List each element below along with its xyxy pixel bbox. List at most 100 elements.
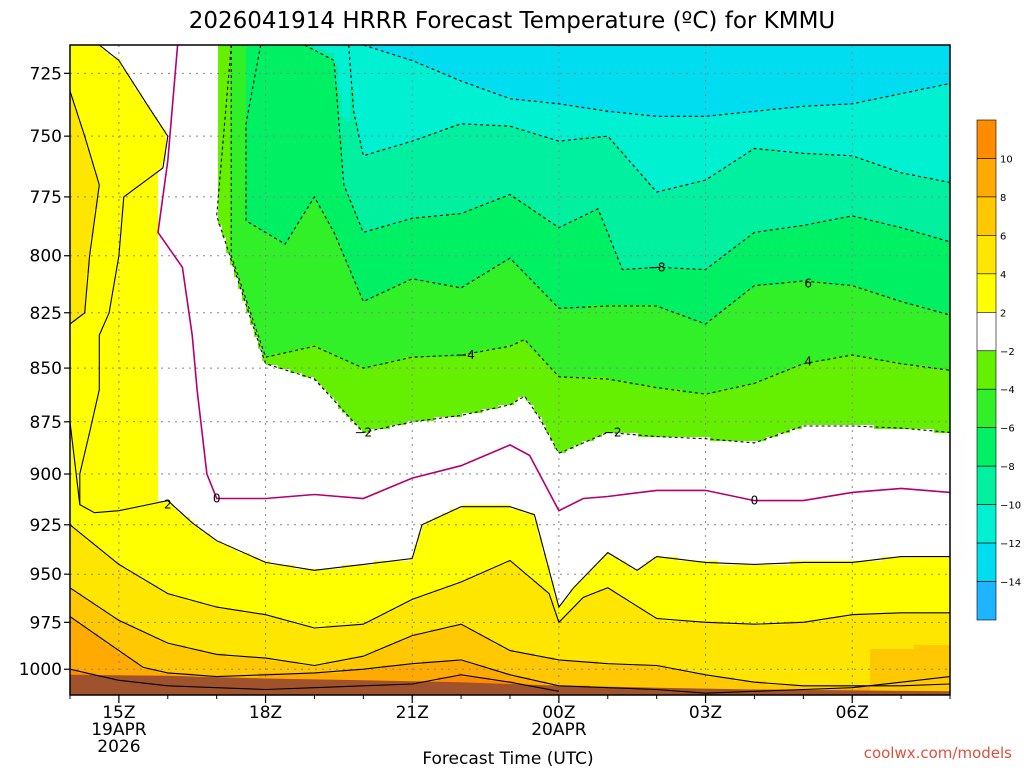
fill-cell: [830, 685, 835, 690]
fill-cell: [394, 285, 399, 362]
fill-cell: [230, 609, 235, 658]
fill-cell: [590, 441, 595, 570]
fill-cell: [226, 45, 231, 254]
fill-cell: [938, 85, 943, 182]
fill-cell: [798, 685, 803, 690]
fill-cell: [830, 221, 835, 286]
fill-cell: [422, 661, 427, 682]
fill-cell: [550, 601, 555, 658]
fill-cell: [486, 205, 491, 274]
fill-cell: [134, 629, 139, 662]
fill-cell: [322, 629, 327, 666]
y-tick-label: 800: [30, 247, 62, 267]
fill-cell: [354, 625, 359, 658]
fill-cell: [474, 125, 479, 210]
fill-cell: [78, 45, 83, 122]
fill-cell: [230, 657, 235, 678]
fill-cell: [514, 129, 519, 198]
fill-cell: [738, 385, 743, 442]
fill-cell: [278, 353, 283, 370]
fill-cell: [886, 613, 891, 650]
fill-cell: [762, 149, 767, 234]
fill-cell: [666, 269, 671, 310]
fill-cell: [270, 565, 275, 618]
fill-cell: [514, 401, 519, 510]
fill-cell: [706, 269, 711, 322]
fill-cell: [302, 45, 307, 214]
fill-cell: [302, 665, 307, 674]
fill-cell: [534, 521, 539, 582]
fill-cell: [130, 661, 135, 682]
fill-cell: [510, 125, 515, 198]
fill-cell: [502, 649, 507, 674]
fill-cell: [522, 513, 527, 574]
fill-cell: [910, 93, 915, 178]
fill-cell: [434, 45, 439, 70]
fill-cell: [314, 201, 319, 346]
fill-cell: [622, 45, 627, 114]
fill-cell: [634, 113, 639, 170]
fill-cell: [134, 661, 139, 682]
fill-cell: [894, 557, 899, 614]
fill-cell: [482, 205, 487, 274]
fill-cell: [638, 113, 643, 174]
fill-cell: [74, 621, 79, 670]
fill-cell: [470, 353, 475, 414]
fill-cell: [602, 377, 607, 434]
fill-cell: [622, 665, 627, 690]
fill-cell: [354, 657, 359, 670]
fill-cell: [906, 365, 911, 430]
fill-cell: [366, 369, 371, 434]
contour-label: 0: [213, 492, 221, 506]
fill-cell: [762, 381, 767, 442]
fill-cell: [654, 557, 659, 618]
fill-cell: [494, 45, 499, 94]
fill-cell: [854, 561, 859, 614]
fill-cell: [942, 85, 947, 182]
fill-cell: [826, 153, 831, 222]
fill-cell: [342, 413, 347, 566]
fill-cell: [882, 613, 887, 650]
fill-cell: [630, 269, 635, 306]
fill-cell: [746, 289, 751, 386]
fill-cell: [698, 621, 703, 674]
fill-cell: [382, 561, 387, 614]
fill-cell: [466, 45, 471, 86]
fill-cell: [658, 665, 663, 690]
fill-cell: [310, 629, 315, 666]
fill-cell: [234, 277, 239, 550]
fill-cell: [638, 569, 643, 610]
fill-cell: [594, 109, 599, 138]
fill-cell: [514, 101, 519, 130]
fill-cell: [466, 413, 471, 506]
fill-cell: [726, 625, 731, 678]
fill-cell: [710, 677, 715, 694]
colorbar-bin: [976, 350, 997, 390]
fill-cell: [782, 625, 787, 686]
fill-cell: [154, 117, 159, 586]
fill-cell: [334, 569, 339, 626]
fill-cell: [390, 149, 395, 226]
fill-cell: [786, 281, 791, 370]
fill-cell: [450, 661, 455, 678]
fill-cell: [682, 269, 687, 318]
fill-cell: [902, 429, 907, 558]
fill-cell: [666, 621, 671, 670]
fill-cell: [494, 669, 499, 682]
fill-cell: [498, 45, 503, 98]
fill-cell: [374, 49, 379, 154]
fill-cell: [226, 545, 231, 610]
fill-cell: [846, 45, 851, 106]
fill-cell: [502, 565, 507, 650]
fill-cell: [806, 153, 811, 226]
fill-cell: [730, 625, 735, 678]
fill-cell: [358, 293, 363, 366]
fill-cell: [806, 45, 811, 106]
fill-cell: [266, 357, 271, 366]
fill-cell: [318, 53, 323, 210]
fill-cell: [682, 45, 687, 118]
fill-cell: [858, 289, 863, 358]
fill-cell: [522, 129, 527, 206]
fill-cell: [798, 429, 803, 562]
fill-cell: [750, 149, 755, 234]
